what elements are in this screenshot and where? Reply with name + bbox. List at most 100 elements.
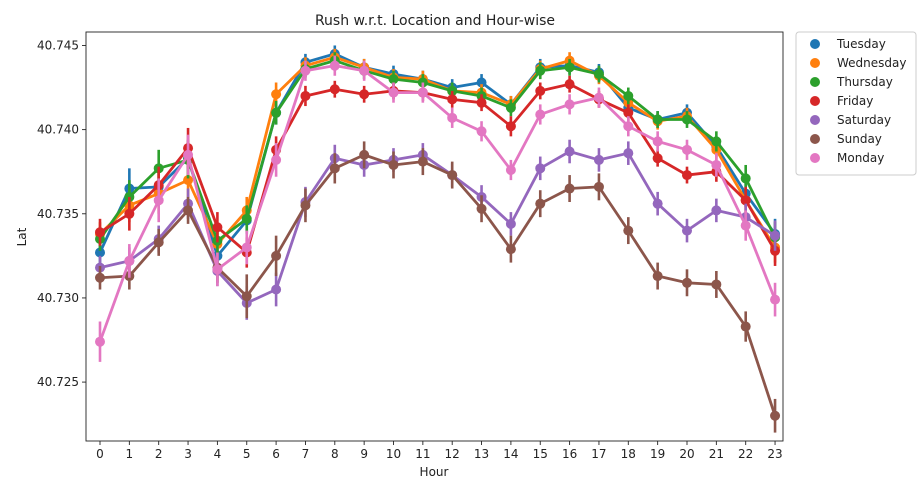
data-point	[300, 65, 311, 76]
data-point	[95, 272, 105, 283]
data-point	[505, 244, 516, 255]
data-point	[95, 247, 105, 258]
data-point	[770, 410, 781, 421]
legend-label: Wednesday	[837, 56, 906, 70]
data-point	[271, 89, 282, 100]
data-point	[535, 65, 546, 76]
data-point	[153, 195, 164, 206]
data-point	[153, 237, 164, 248]
data-point	[652, 153, 663, 164]
data-point	[535, 198, 546, 209]
data-point	[447, 170, 458, 181]
series-line	[98, 59, 777, 243]
x-tick-label: 9	[360, 447, 368, 461]
data-point	[212, 222, 223, 233]
legend-marker	[810, 58, 820, 68]
x-tick-label: 4	[214, 447, 222, 461]
data-point	[623, 90, 634, 101]
x-tick-label: 12	[445, 447, 460, 461]
legend-marker	[810, 115, 820, 125]
legend-label: Thursday	[836, 75, 893, 89]
x-tick-label: 17	[591, 447, 606, 461]
y-tick-label: 40.725	[37, 375, 79, 389]
data-point	[623, 107, 634, 118]
data-point	[95, 227, 105, 238]
chart-title: Rush w.r.t. Location and Hour-wise	[315, 13, 555, 29]
data-point	[271, 107, 282, 118]
data-point	[271, 154, 282, 165]
data-point	[505, 102, 516, 113]
data-point	[535, 85, 546, 96]
y-tick-label: 40.730	[37, 291, 79, 305]
y-tick-label: 40.735	[37, 207, 79, 221]
data-point	[593, 181, 604, 192]
legend-box	[795, 31, 917, 176]
data-point	[711, 279, 722, 290]
data-point	[623, 121, 634, 132]
data-point	[682, 225, 692, 236]
data-point	[652, 114, 663, 125]
data-point	[682, 144, 692, 155]
data-point	[476, 126, 487, 137]
data-point	[652, 198, 663, 209]
data-point	[183, 175, 194, 186]
data-point	[564, 146, 575, 157]
data-point	[564, 183, 575, 194]
data-point	[711, 159, 722, 170]
data-point	[359, 65, 370, 76]
legend-marker	[810, 77, 820, 87]
legend-label: Monday	[837, 151, 884, 165]
data-point	[388, 87, 399, 98]
legend-label: Tuesday	[836, 37, 886, 51]
data-point	[505, 218, 516, 229]
data-point	[271, 250, 282, 261]
data-point	[652, 136, 663, 147]
data-point	[271, 284, 282, 295]
data-point	[124, 255, 135, 266]
data-point	[359, 89, 370, 100]
legend-label: Sunday	[837, 132, 882, 146]
x-tick-label: 16	[562, 447, 577, 461]
series-line	[98, 64, 777, 343]
data-point	[241, 213, 252, 224]
data-point	[564, 99, 575, 110]
y-axis-label: Lat	[15, 227, 29, 246]
x-axis: 0 1 2 3 4 5 6 7 8 9 10 11 12 13 14 15 16 17 18 19 20 21 22 23	[96, 441, 783, 461]
data-point	[388, 159, 399, 170]
data-point	[329, 163, 340, 174]
series-tuesday	[95, 45, 781, 272]
data-point	[417, 156, 428, 167]
x-tick-label: 18	[621, 447, 636, 461]
y-tick-label: 40.740	[37, 123, 79, 137]
x-tick-label: 3	[184, 447, 192, 461]
plot-series	[95, 45, 781, 433]
data-point	[183, 149, 194, 160]
data-point	[476, 203, 487, 214]
data-point	[682, 114, 692, 125]
x-tick-label: 6	[272, 447, 280, 461]
data-point	[447, 94, 458, 105]
data-point	[770, 294, 781, 305]
data-point	[652, 271, 663, 282]
data-point	[124, 208, 135, 219]
x-tick-label: 23	[767, 447, 782, 461]
data-point	[241, 242, 252, 253]
x-tick-label: 13	[474, 447, 489, 461]
x-tick-label: 19	[650, 447, 665, 461]
data-point	[593, 92, 604, 103]
data-point	[505, 165, 516, 176]
data-point	[359, 149, 370, 160]
data-point	[740, 195, 751, 206]
x-tick-label: 21	[709, 447, 724, 461]
legend-label: Friday	[837, 94, 873, 108]
data-point	[300, 90, 311, 101]
data-point	[505, 121, 516, 132]
x-tick-label: 7	[302, 447, 310, 461]
data-point	[593, 69, 604, 80]
data-point	[300, 200, 311, 211]
x-tick-label: 8	[331, 447, 339, 461]
data-point	[329, 60, 340, 71]
series-line	[99, 82, 777, 254]
x-tick-label: 0	[96, 447, 104, 461]
